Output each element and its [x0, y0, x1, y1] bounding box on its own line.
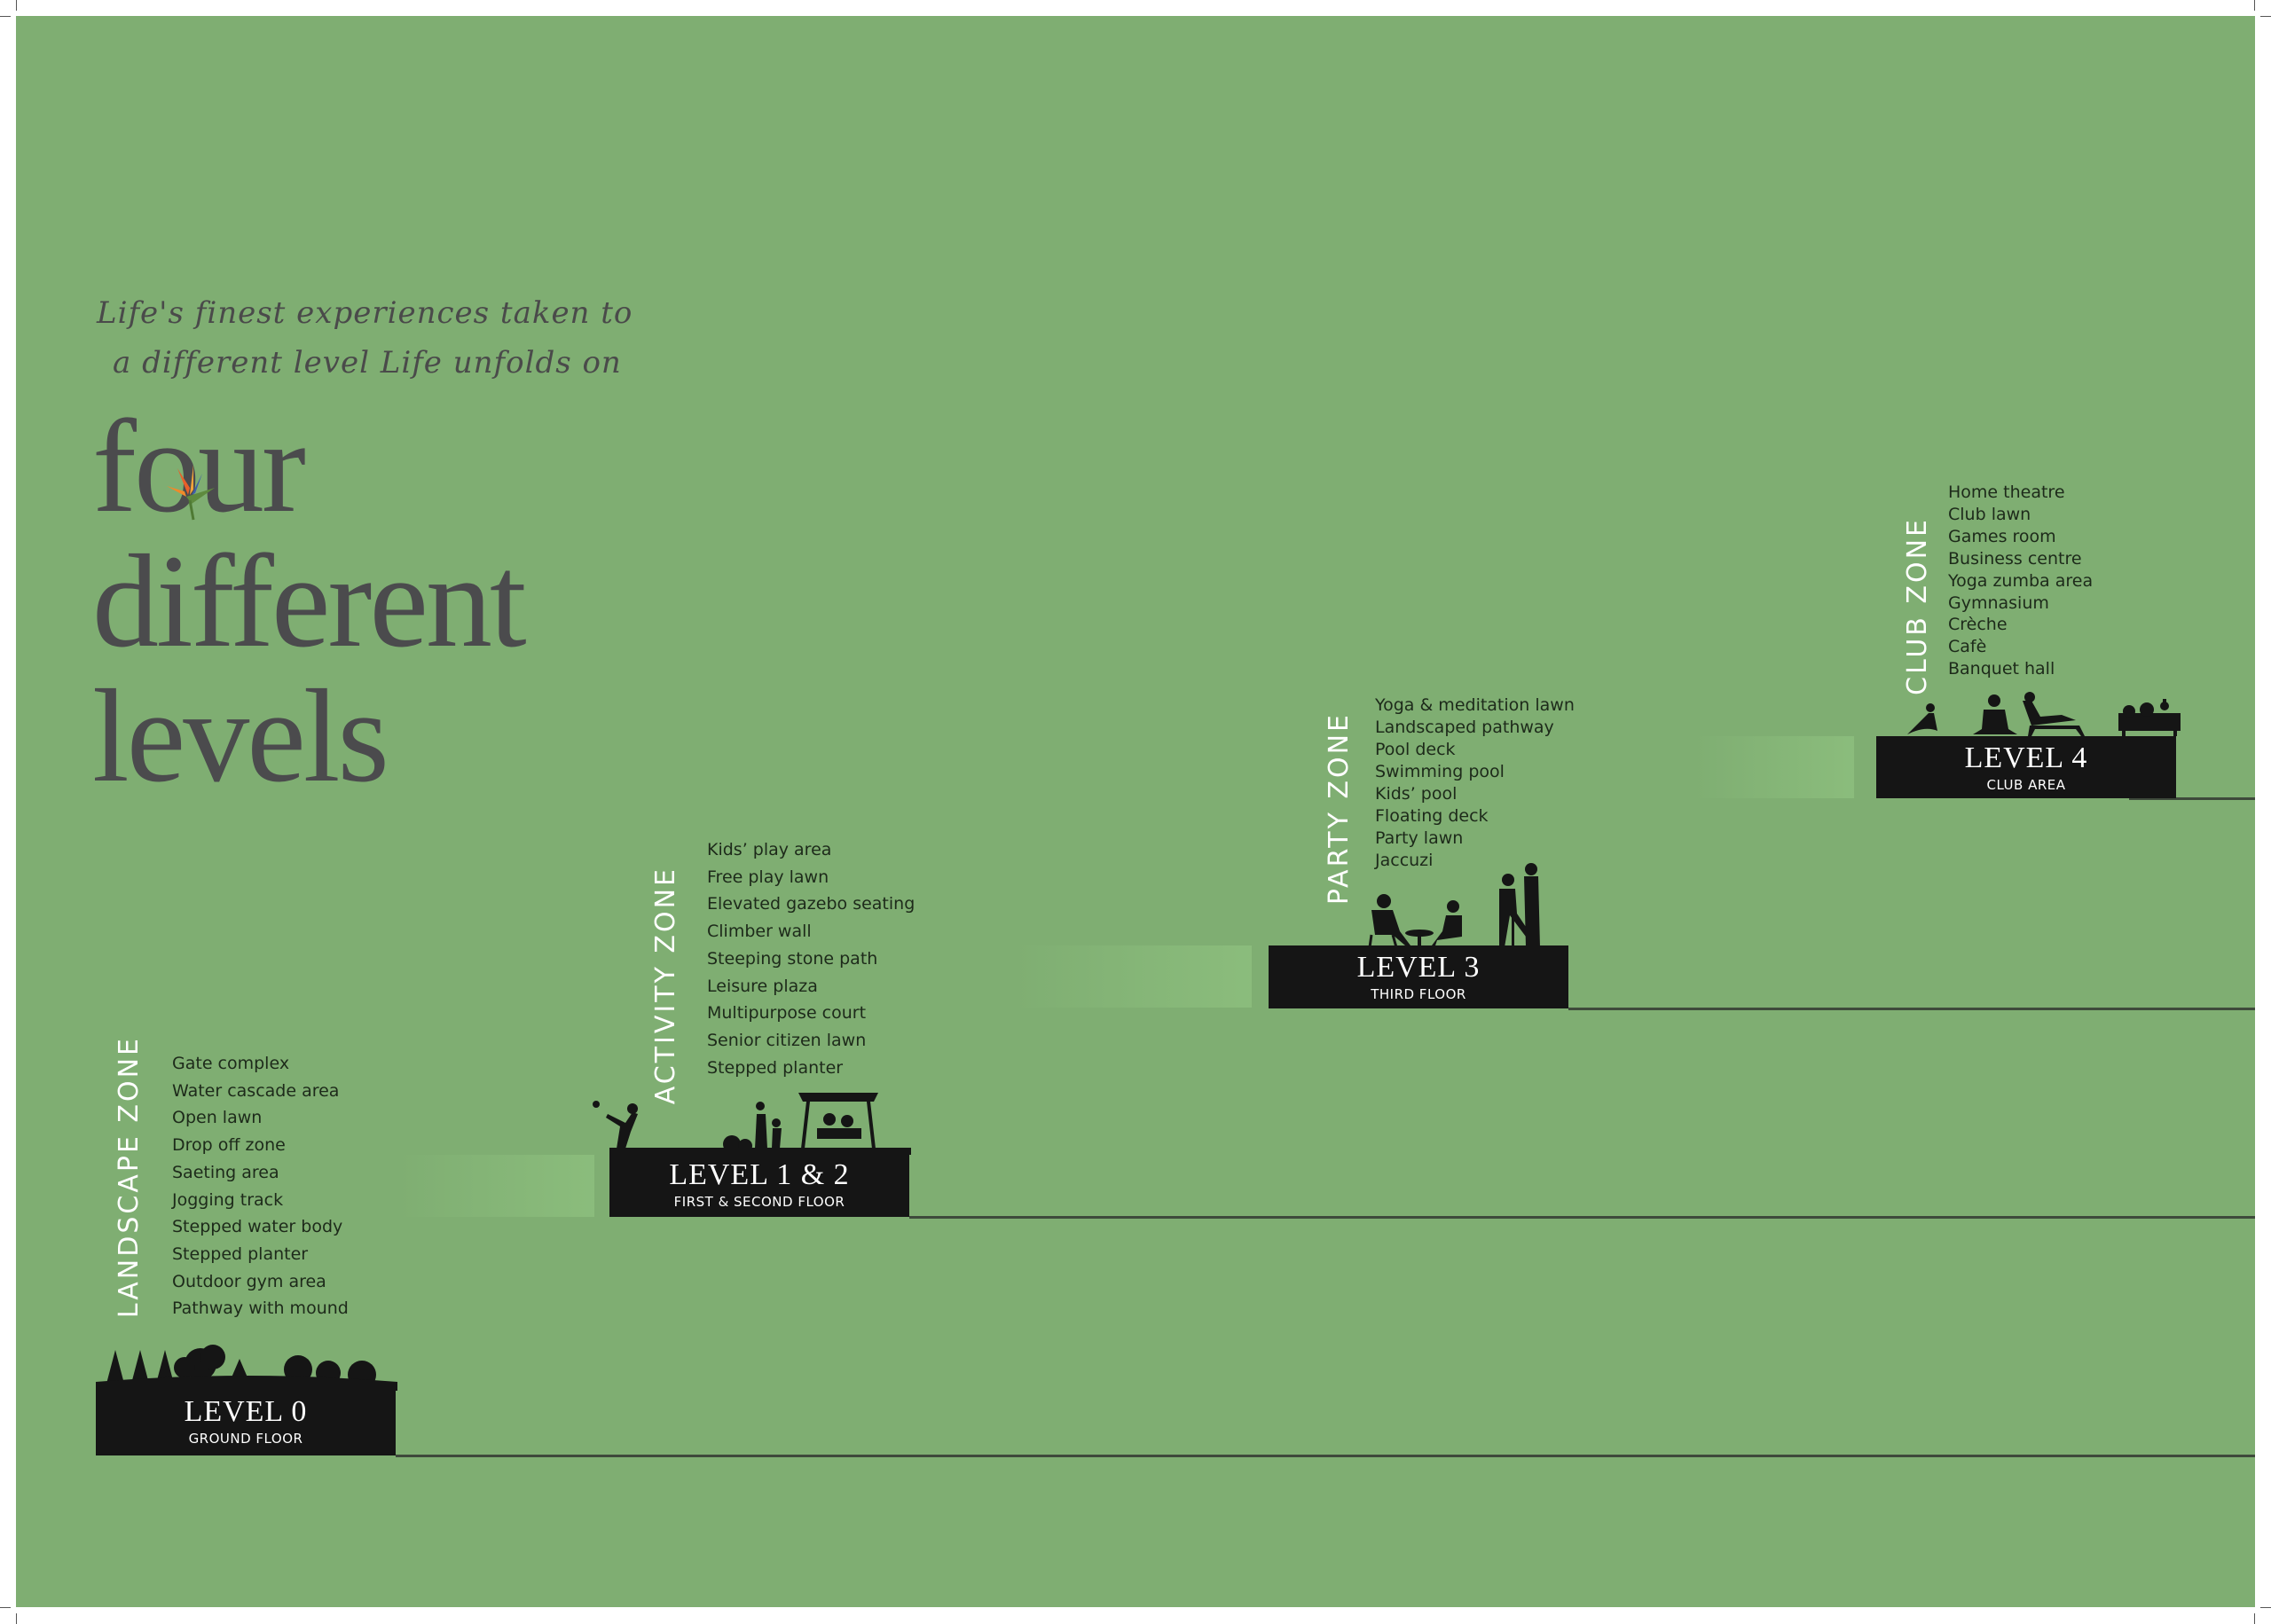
- list-item: Pool deck: [1375, 740, 1456, 759]
- zone-label-club: CLUB ZONE: [1902, 517, 1933, 695]
- level-title: LEVEL 4: [1964, 741, 2088, 774]
- floor-line-level-3: [1568, 1008, 2255, 1010]
- list-item: Stepped planter: [707, 1057, 844, 1078]
- level-title: LEVEL 3: [1356, 951, 1481, 984]
- list-item: Home theatre: [1948, 482, 2065, 502]
- tagline-line-2: a different level Life unfolds on: [113, 345, 622, 381]
- floor-line-level-1-2: [909, 1216, 2255, 1219]
- list-item: Jaccuzi: [1375, 851, 1434, 870]
- floor-line-level-4: [2129, 797, 2255, 800]
- step-highlight: [398, 1155, 594, 1217]
- list-item: Crèche: [1948, 615, 2008, 635]
- list-item: Landscaped pathway: [1375, 718, 1554, 737]
- list-item: Yoga zumba area: [1948, 570, 2094, 591]
- playground-silhouette-icon: [593, 1093, 911, 1155]
- list-item: Party lawn: [1375, 828, 1464, 848]
- crop-mark: [0, 1607, 11, 1608]
- crop-mark: [2254, 0, 2255, 11]
- list-item: Senior citizen lawn: [707, 1030, 867, 1050]
- crop-mark: [2260, 16, 2271, 17]
- zone-label-activity: ACTIVITY ZONE: [650, 867, 681, 1105]
- list-item: Business centre: [1948, 548, 2082, 569]
- amenity-list-activity: Kids’ play area Free play lawn Elevated …: [707, 836, 915, 1081]
- title-line-1: four: [92, 393, 306, 540]
- list-item: Climber wall: [707, 922, 812, 942]
- list-item: Pathway with mound: [172, 1298, 349, 1319]
- list-item: Kids’ play area: [707, 840, 832, 859]
- list-item: Kids’ pool: [1375, 784, 1458, 804]
- list-item: Multipurpose court: [707, 1003, 867, 1024]
- title-line-3: levels: [92, 663, 389, 810]
- list-item: Saeting area: [172, 1162, 279, 1182]
- list-item: Yoga & meditation lawn: [1375, 695, 1575, 715]
- level-badge-3: LEVEL 3 THIRD FLOOR: [1269, 945, 1568, 1008]
- crop-mark: [2260, 1607, 2271, 1608]
- list-item: Steeping stone path: [707, 948, 878, 969]
- bird-of-paradise-flower-icon: [167, 465, 215, 521]
- list-item: Leisure plaza: [707, 976, 818, 996]
- list-item: Open lawn: [172, 1108, 263, 1128]
- crop-mark: [16, 1613, 17, 1624]
- list-item: Stepped water body: [172, 1217, 343, 1237]
- list-item: Free play lawn: [707, 867, 829, 887]
- level-title: LEVEL 0: [184, 1395, 308, 1428]
- list-item: Gymnasium: [1948, 592, 2049, 613]
- level-badge-1-2: LEVEL 1 & 2 FIRST & SECOND FLOOR: [609, 1151, 909, 1217]
- zone-label-party: PARTY ZONE: [1324, 712, 1355, 906]
- list-item: Cafè: [1948, 637, 1987, 657]
- crop-mark: [16, 0, 17, 11]
- party-silhouette-icon: [1368, 863, 1540, 947]
- list-item: Games room: [1948, 526, 2056, 546]
- list-item: Swimming pool: [1375, 762, 1505, 781]
- amenity-list-club: Home theatre Club lawn Games room Busine…: [1948, 482, 2093, 680]
- brochure-page: [16, 16, 2255, 1607]
- title-line-2: different: [92, 528, 527, 675]
- list-item: Water cascade area: [172, 1080, 340, 1101]
- list-item: Jogging track: [172, 1189, 284, 1210]
- list-item: Drop off zone: [172, 1135, 286, 1156]
- crop-mark: [0, 16, 11, 17]
- level-floor: GROUND FLOOR: [188, 1431, 303, 1447]
- club-silhouette-icon: [1907, 692, 2181, 736]
- tagline-line-1: Life's finest experiences taken to: [97, 295, 633, 331]
- floor-line-level-0: [396, 1455, 2255, 1457]
- step-highlight: [1014, 945, 1252, 1008]
- amenity-list-landscape: Gate complex Water cascade area Open law…: [172, 1050, 349, 1322]
- page-title: four different levels: [92, 393, 527, 810]
- level-floor: CLUB AREA: [1986, 777, 2066, 793]
- list-item: Stepped planter: [172, 1243, 309, 1264]
- zone-label-landscape: LANDSCAPE ZONE: [114, 1036, 145, 1319]
- level-badge-4: LEVEL 4 CLUB AREA: [1876, 736, 2176, 798]
- step-highlight: [1694, 736, 1854, 798]
- trees-silhouette-icon: [96, 1345, 397, 1391]
- level-badge-0: LEVEL 0 GROUND FLOOR: [96, 1387, 396, 1455]
- level-title: LEVEL 1 & 2: [669, 1158, 850, 1191]
- list-item: Banquet hall: [1948, 659, 2055, 679]
- list-item: Floating deck: [1375, 806, 1489, 826]
- list-item: Gate complex: [172, 1054, 290, 1073]
- level-floor: FIRST & SECOND FLOOR: [673, 1194, 845, 1210]
- tagline: Life's finest experiences taken to a dif…: [97, 288, 633, 388]
- list-item: Club lawn: [1948, 504, 2031, 524]
- level-floor: THIRD FLOOR: [1371, 986, 1466, 1002]
- list-item: Outdoor gym area: [172, 1271, 326, 1291]
- list-item: Elevated gazebo seating: [707, 894, 915, 914]
- crop-mark: [2254, 1613, 2255, 1624]
- amenity-list-party: Yoga & meditation lawn Landscaped pathwa…: [1375, 694, 1575, 872]
